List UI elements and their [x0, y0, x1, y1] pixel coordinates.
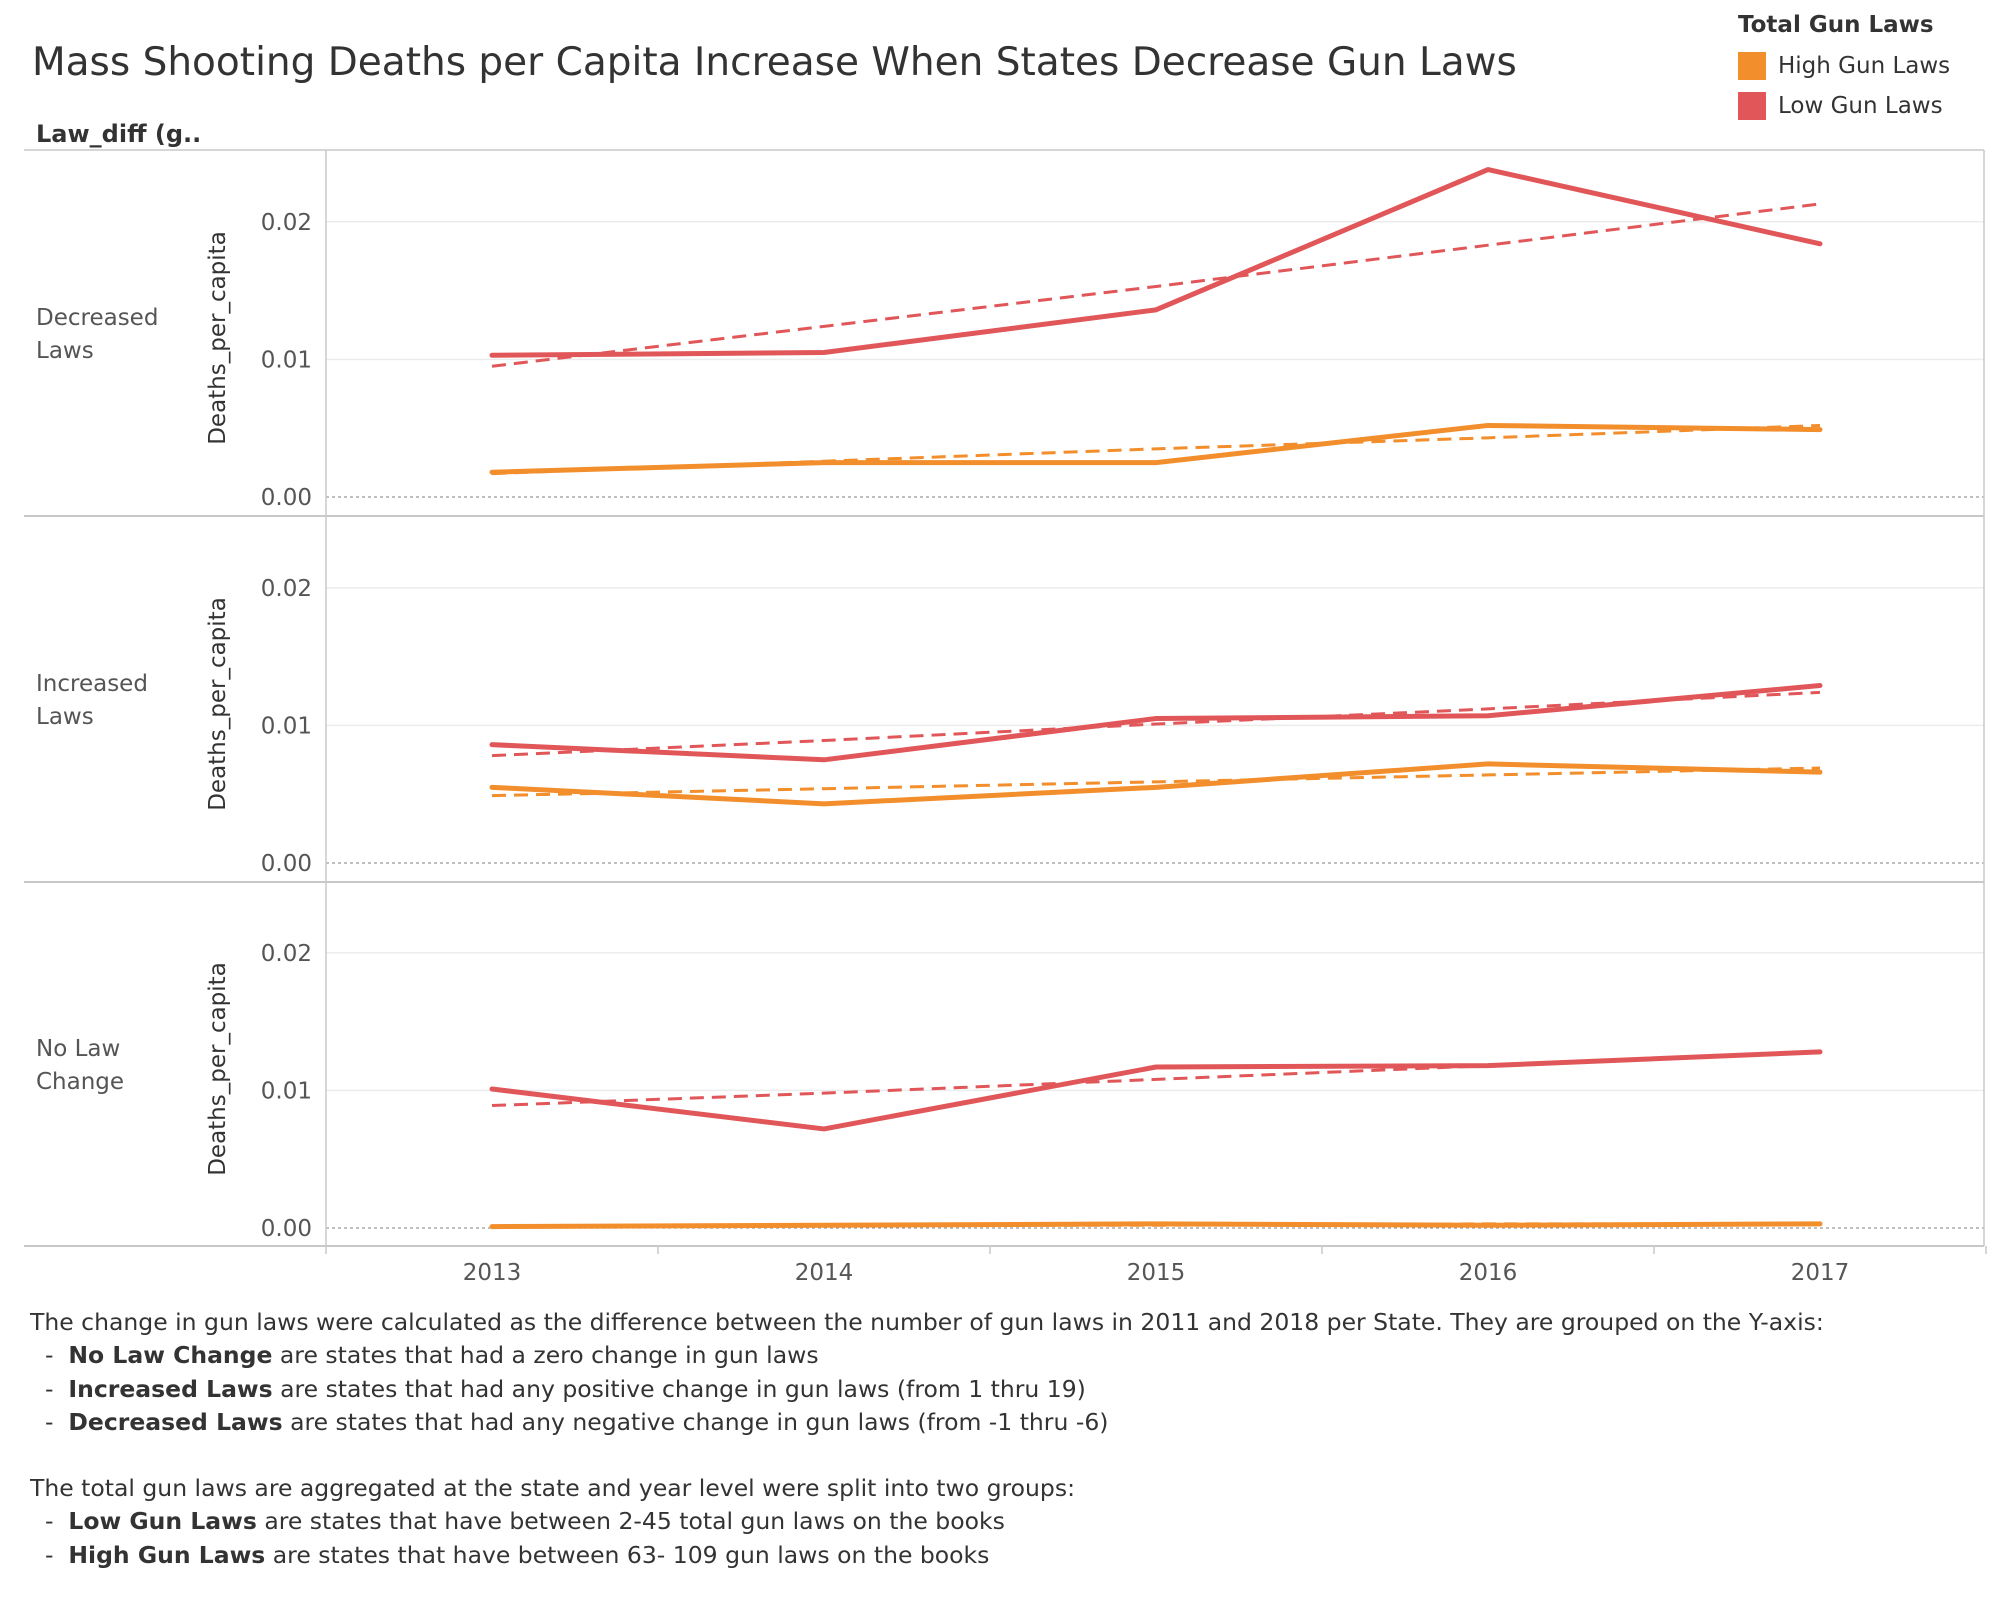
footnote-item-text: are states that had any positive change … — [272, 1374, 1086, 1403]
row-label: Decreased — [36, 305, 158, 331]
column-header[interactable]: Law_diff (g.. — [36, 120, 202, 148]
x-tick-label: 2016 — [1459, 1260, 1518, 1286]
y-axis-label: Deaths_per_capita — [205, 962, 231, 1176]
y-tick-label: 0.01 — [261, 713, 312, 739]
footnote-item: - High Gun Laws are states that have bet… — [30, 1540, 990, 1569]
line-chart: 0.00 0.01 0.02 Deaths_per_capita Decreased La… — [24, 149, 1987, 1286]
series-line — [489, 167, 1823, 358]
footnote-item-bold: High Gun Laws — [68, 1540, 266, 1569]
y-tick-label: 0.00 — [261, 851, 312, 877]
legend-swatch-high — [1738, 52, 1766, 80]
series-line — [489, 682, 1823, 763]
y-axis-label: Deaths_per_capita — [205, 597, 231, 811]
legend: Total Gun Laws High Gun Laws Low Gun Law… — [1738, 12, 1950, 126]
y-tick-label: 0.01 — [261, 1078, 312, 1104]
footnote-groups-intro: The total gun laws are aggregated at the… — [30, 1474, 1075, 1503]
row-label: Increased — [36, 671, 148, 697]
x-tick-label: 2015 — [1127, 1260, 1186, 1286]
series-line — [489, 1221, 1823, 1230]
series-line — [489, 761, 1823, 807]
footnote-item-bold: Decreased Laws — [68, 1407, 283, 1436]
y-tick-label: 0.02 — [261, 576, 312, 602]
x-tick-label: 2013 — [463, 1260, 522, 1286]
y-axis-label: Deaths_per_capita — [205, 231, 231, 445]
footnote-item-bold: No Law Change — [68, 1341, 273, 1370]
row-label: No Law — [36, 1036, 120, 1062]
legend-label-high: High Gun Laws — [1778, 53, 1951, 79]
trend-line — [491, 766, 1821, 798]
chart-title: Mass Shooting Deaths per Capita Increase… — [32, 40, 1517, 85]
y-tick-label: 0.02 — [261, 941, 312, 967]
x-tick-label: 2017 — [1791, 1260, 1850, 1286]
y-tick-label: 0.02 — [261, 210, 312, 236]
legend-label-low: Low Gun Laws — [1778, 93, 1943, 119]
footnote-item-bold: Low Gun Laws — [68, 1507, 257, 1536]
trend-line — [491, 202, 1821, 368]
y-tick-label: 0.00 — [261, 485, 312, 511]
series-line — [489, 422, 1823, 475]
footnote-item: - Decreased Laws are states that had any… — [30, 1407, 1109, 1436]
footnote-item-text: are states that had any negative change … — [282, 1407, 1109, 1436]
footnote: The change in gun laws were calculated a… — [30, 1306, 1970, 1572]
row-label: Laws — [36, 338, 94, 364]
y-tick-label: 0.01 — [261, 347, 312, 373]
footnote-intro: The change in gun laws were calculated a… — [30, 1308, 1824, 1336]
footnote-item-bold: Increased Laws — [68, 1374, 273, 1403]
footnote-item-text: are states that have between 2-45 total … — [256, 1507, 1005, 1536]
footnote-item: - Low Gun Laws are states that have betw… — [30, 1507, 1005, 1536]
legend-item-high-gun-laws[interactable]: High Gun Laws — [1738, 46, 1950, 86]
row-label: Change — [36, 1069, 124, 1095]
footnote-item-text: are states that had a zero change in gun… — [272, 1341, 819, 1370]
x-tick-label: 2014 — [795, 1260, 854, 1286]
legend-title: Total Gun Laws — [1738, 12, 1934, 38]
footnote-item-text: are states that have between 63- 109 gun… — [265, 1540, 990, 1569]
series-line — [489, 1049, 1823, 1132]
footnote-item: - Increased Laws are states that had any… — [30, 1374, 1086, 1403]
y-tick-label: 0.00 — [261, 1216, 312, 1242]
legend-swatch-low — [1738, 92, 1766, 120]
footnote-item: - No Law Change are states that had a ze… — [30, 1341, 819, 1370]
legend-item-low-gun-laws[interactable]: Low Gun Laws — [1738, 86, 1950, 126]
row-label: Laws — [36, 704, 94, 730]
